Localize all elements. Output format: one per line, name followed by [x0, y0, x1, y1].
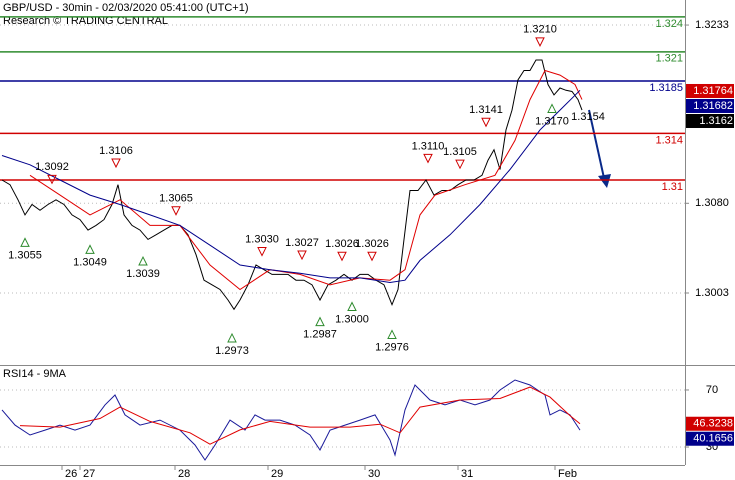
pivot-label: 1.3039: [126, 268, 160, 280]
low-marker: [547, 103, 557, 113]
price-tag: [686, 431, 734, 446]
high-marker: [297, 250, 307, 261]
level-label: 1.3185: [649, 82, 683, 94]
x-tick-label: 31: [461, 468, 473, 480]
pivot-label: 1.3106: [99, 145, 133, 157]
pivot-label: 1.2973: [215, 345, 249, 357]
high-marker: [111, 158, 121, 169]
low-marker: [85, 244, 95, 254]
level-label: 1.324: [655, 18, 683, 30]
high-marker: [171, 206, 181, 216]
low-marker: [138, 255, 148, 266]
x-tick-label: 30: [368, 468, 380, 480]
low-marker: [387, 329, 397, 339]
low-marker: [20, 237, 30, 247]
pivot-label: 1.3105: [443, 146, 477, 158]
low-marker: [227, 332, 237, 343]
y-tick-label: 70: [706, 384, 718, 396]
chart-title: GBP/USD - 30min - 02/03/2020 05:41:00 (U…: [3, 2, 248, 14]
series-line: [29, 69, 583, 291]
high-marker: [423, 153, 433, 164]
series-line: [1, 379, 581, 461]
price-tag-label: 1.31682: [693, 100, 733, 112]
pivot-label: 1.3030: [245, 233, 279, 245]
pivot-label: 1.2976: [375, 341, 409, 353]
price-tag: [686, 416, 734, 431]
chart-subtitle: Research © TRADING CENTRAL: [3, 15, 168, 27]
level-label: 1.314: [655, 134, 683, 146]
high-marker: [367, 251, 377, 262]
pivot-label: 1.3154: [571, 111, 605, 123]
pivot-label: 1.3141: [469, 104, 503, 116]
price-tag: [686, 83, 734, 98]
x-tick-label: 29: [271, 468, 283, 480]
pivot-label: 1.3110: [412, 140, 445, 152]
x-tick-label: 27: [83, 468, 95, 480]
pivot-label: 1.3027: [285, 237, 319, 249]
x-tick-label: 26: [65, 468, 77, 480]
high-marker: [535, 37, 545, 47]
y-tick-label: 1.3080: [695, 197, 729, 209]
high-marker: [481, 117, 491, 128]
pivot-label: 1.3210: [523, 24, 557, 36]
pivot-label: 1.3049: [73, 256, 107, 268]
pivot-label: 1.3026: [325, 238, 359, 250]
pivot-label: 1.3055: [8, 249, 42, 261]
series-line: [19, 386, 581, 445]
price-tag-label: 46.3238: [693, 418, 733, 430]
level-label: 1.31: [662, 181, 683, 193]
rsi-title: RSI14 - 9MA: [3, 368, 67, 380]
low-marker: [347, 301, 357, 311]
x-tick-label: 28: [178, 468, 190, 480]
price-tag-label: 1.31764: [693, 85, 733, 97]
high-marker: [455, 159, 465, 170]
pivot-label: 1.3065: [159, 193, 193, 205]
y-tick-label: 1.3003: [695, 287, 729, 299]
y-tick-label: 1.3233: [695, 19, 729, 31]
high-marker: [337, 251, 347, 262]
high-marker: [257, 247, 267, 257]
low-marker: [315, 316, 325, 327]
series-line: [1, 89, 581, 284]
forecast-arrow: [588, 109, 605, 179]
price-tag: [686, 113, 734, 128]
pivot-label: 1.3026: [355, 238, 389, 250]
price-tag-label: 1.3162: [699, 115, 733, 127]
level-label: 1.321: [655, 53, 683, 65]
pivot-label: 1.2987: [303, 329, 337, 341]
price-tag-label: 40.1656: [693, 433, 733, 445]
forecast-arrow-head: [598, 174, 611, 188]
high-marker: [47, 174, 57, 185]
pivot-label: 1.3170: [535, 115, 569, 127]
pivot-label: 1.3000: [335, 313, 369, 325]
pivot-label: 1.3092: [35, 161, 69, 173]
price-tag: [686, 98, 734, 113]
series-line: [1, 59, 583, 311]
x-tick-label: Feb: [558, 468, 577, 480]
